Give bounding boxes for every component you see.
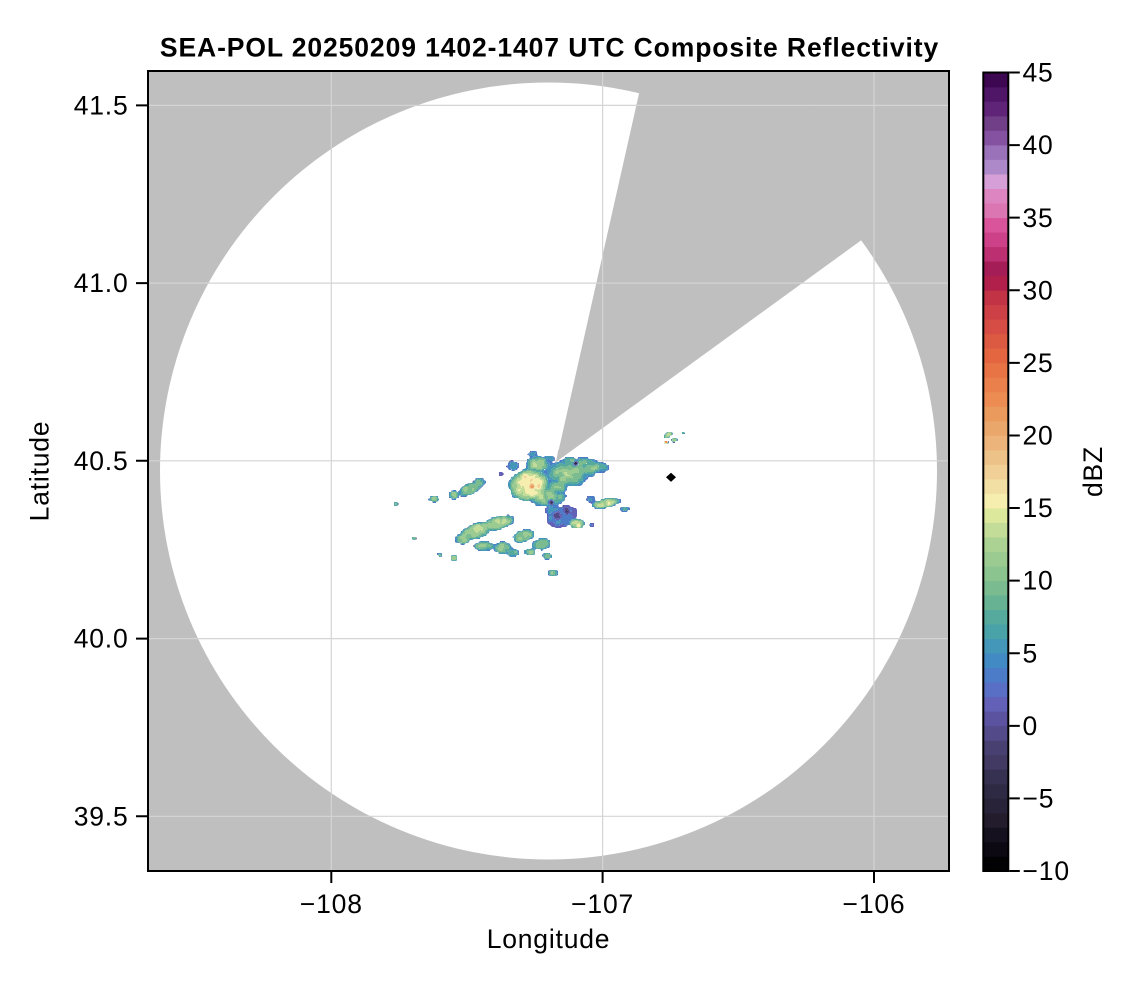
svg-text:dBZ: dBZ [1078, 446, 1108, 497]
svg-text:20: 20 [1023, 421, 1054, 451]
svg-text:45: 45 [1023, 58, 1054, 88]
svg-text:−10: −10 [1023, 856, 1070, 886]
svg-text:−107: −107 [571, 889, 634, 919]
svg-text:40: 40 [1023, 130, 1054, 160]
svg-text:15: 15 [1023, 493, 1054, 523]
svg-text:40.5: 40.5 [74, 446, 129, 476]
svg-text:−106: −106 [843, 889, 906, 919]
svg-text:−5: −5 [1023, 784, 1055, 814]
svg-text:10: 10 [1023, 566, 1054, 596]
svg-text:35: 35 [1023, 203, 1054, 233]
svg-text:−108: −108 [300, 889, 363, 919]
svg-text:40.0: 40.0 [74, 624, 129, 654]
svg-text:Latitude: Latitude [25, 421, 55, 522]
svg-text:41.0: 41.0 [74, 268, 129, 298]
svg-text:39.5: 39.5 [74, 801, 129, 831]
svg-text:25: 25 [1023, 348, 1054, 378]
svg-text:0: 0 [1023, 711, 1039, 741]
svg-text:5: 5 [1023, 638, 1039, 668]
svg-text:41.5: 41.5 [74, 91, 129, 121]
svg-text:SEA-POL 20250209 1402-1407 UTC: SEA-POL 20250209 1402-1407 UTC Composite… [160, 33, 939, 63]
svg-text:Longitude: Longitude [487, 924, 611, 954]
svg-text:30: 30 [1023, 275, 1054, 305]
